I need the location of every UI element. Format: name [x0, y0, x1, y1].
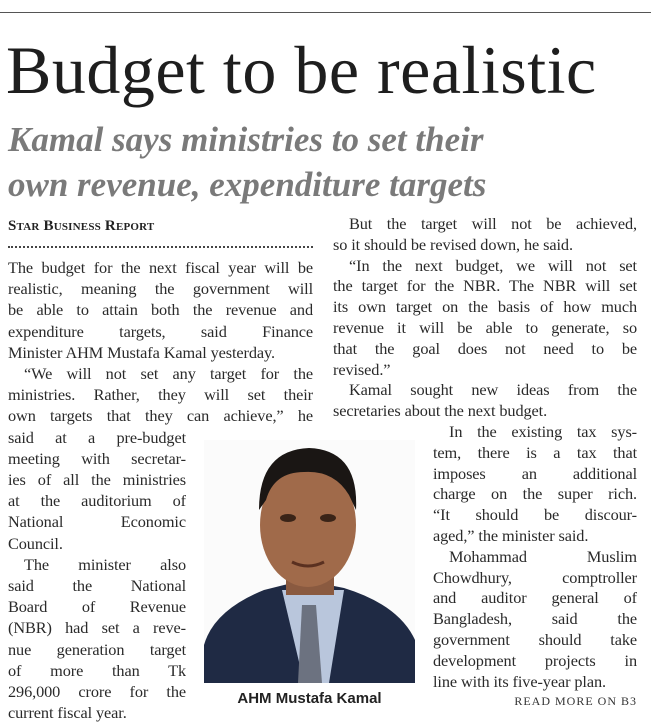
read-more-link[interactable]: READ MORE ON B3 [514, 694, 637, 708]
article-line: imposes an additional [433, 463, 637, 483]
article-line: revenue it will be able to generate, so [333, 318, 637, 337]
byline: Star Business Report [8, 218, 155, 234]
article-line: (NBR) had set a reve- [8, 618, 186, 638]
article-line: so it should be revised down, he said. [333, 234, 573, 254]
article-line: Chowdhury, comptroller [433, 567, 637, 587]
article-line: “It should be discour- [433, 505, 637, 525]
article-line: expenditure targets, said Finance [8, 321, 313, 341]
article-line: its own target on the basis of how much [333, 297, 637, 317]
article-line: Bangladesh, said the [433, 609, 637, 629]
article-line: of more than Tk [8, 660, 186, 680]
article-line: ies of all the ministries [8, 470, 186, 489]
article-line: government should take [433, 630, 637, 649]
article-line: meeting with secretar- [8, 448, 186, 468]
article-line: In the existing tax sys- [449, 422, 637, 441]
portrait-photo [204, 440, 415, 683]
article-line: National Economic [8, 512, 186, 532]
subheadline-line-2: own revenue, expenditure targets [8, 165, 487, 204]
article-line: development projects in [433, 650, 637, 670]
article-line: Minister AHM Mustafa Kamal yesterday. [8, 342, 275, 362]
article-line: Kamal sought new ideas from the [349, 380, 637, 400]
article-line: “In the next budget, we will not set [349, 255, 637, 275]
article-line: charge on the super rich. [433, 484, 637, 504]
article-line: The minister also [24, 554, 186, 574]
article-line: said the National [8, 576, 186, 595]
article-line: nue generation target [8, 639, 186, 659]
article-line: line with its five-year plan. [433, 671, 606, 691]
article-line: realistic, meaning the government will [8, 279, 313, 299]
article-line: “We will not set any target for the [24, 364, 313, 383]
article-line: Board of Revenue [8, 597, 186, 617]
article-line: 296,000 crore for the [8, 682, 186, 701]
article-line: Mohammad Muslim [449, 546, 637, 566]
article-line: that the goal does not need to be [333, 338, 637, 358]
portrait-image-icon [204, 448, 415, 683]
photo-caption: AHM Mustafa Kamal [237, 690, 382, 707]
subheadline-line-1: Kamal says ministries to set their [8, 120, 484, 159]
article-line: aged,” the minister said. [433, 526, 589, 545]
article-line: The budget for the next fiscal year will… [8, 258, 313, 277]
article-line: at the auditorium of [8, 491, 186, 511]
headline: Budget to be realistic [6, 32, 597, 108]
article-line: tem, there is a tax that [433, 442, 637, 462]
article-line: said at a pre-budget [8, 427, 186, 447]
article-line: ministries. Rather, they will set their [8, 385, 313, 405]
article-line: own targets that they can achieve,” he [8, 406, 313, 426]
article-line: Council. [8, 533, 63, 553]
article-line: secretaries about the next budget. [333, 401, 548, 421]
top-rule [0, 12, 651, 13]
dotted-divider [8, 246, 313, 248]
article-line: current fiscal year. [8, 703, 127, 723]
article-line: and auditor general of [433, 588, 637, 608]
article-line: revised.” [333, 359, 391, 379]
article-line: the target for the NBR. The NBR will set [333, 276, 637, 296]
article-line: But the target will not be achieved, [349, 214, 637, 233]
article-line: be able to attain both the revenue and [8, 300, 313, 320]
